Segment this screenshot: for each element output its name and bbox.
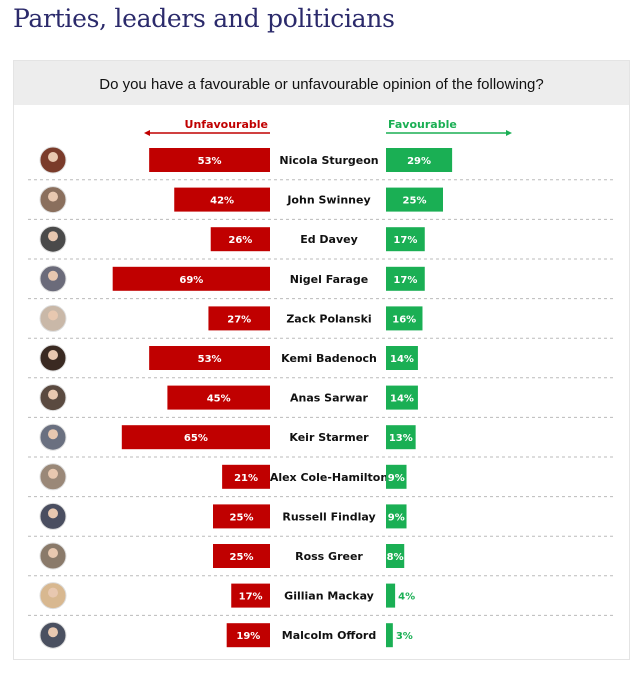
category-label: Zack Polanski [286, 312, 371, 325]
label-unfavourable: 27% [227, 314, 251, 325]
label-unfavourable: 25% [230, 552, 254, 563]
legend-unfavourable: Unfavourable [185, 118, 268, 131]
arrow-right-icon [506, 130, 512, 136]
bar-unfavourable [174, 187, 270, 212]
page-title: Parties, leaders and politicians [13, 4, 395, 33]
label-unfavourable: 21% [234, 473, 258, 484]
bar-unfavourable [208, 306, 270, 331]
category-label: John Swinney [286, 194, 370, 207]
avatar-face [48, 627, 58, 638]
label-favourable: 9% [388, 473, 405, 484]
category-label: Keir Starmer [289, 431, 369, 444]
bar-favourable [386, 583, 396, 608]
label-favourable: 14% [390, 394, 414, 405]
bar-unfavourable [231, 583, 270, 608]
bar-unfavourable [210, 227, 270, 252]
bar-unfavourable [226, 623, 270, 648]
avatar-face [48, 191, 58, 202]
bar-unfavourable [149, 148, 270, 172]
category-label: Anas Sarwar [290, 392, 368, 405]
label-favourable: 29% [407, 156, 431, 167]
chart-panel: Do you have a favourable or unfavourable… [13, 60, 630, 660]
bar-unfavourable [213, 544, 270, 568]
bar-favourable [386, 148, 453, 172]
label-unfavourable: 17% [239, 592, 263, 603]
label-favourable: 8% [387, 552, 404, 563]
arrow-left-icon [144, 130, 150, 136]
label-unfavourable: 69% [179, 275, 203, 286]
bar-favourable [386, 187, 443, 212]
category-label: Alex Cole-Hamilton [270, 471, 388, 484]
bar-favourable [386, 544, 405, 568]
avatar-face [48, 508, 58, 519]
bar-unfavourable [121, 425, 270, 450]
bar-favourable [386, 227, 425, 252]
label-favourable: 16% [392, 314, 416, 325]
bar-unfavourable [222, 464, 270, 489]
label-favourable: 9% [388, 512, 405, 523]
label-unfavourable: 53% [198, 156, 222, 167]
chart-title: Do you have a favourable or unfavourable… [14, 61, 629, 105]
label-favourable: 17% [393, 235, 417, 246]
label-favourable: 3% [396, 631, 413, 642]
bar-favourable [386, 385, 418, 410]
bar-unfavourable [167, 385, 270, 410]
avatar-face [48, 548, 58, 558]
label-unfavourable: 53% [198, 354, 222, 365]
avatar-face [48, 310, 58, 321]
label-unfavourable: 45% [207, 394, 231, 405]
bar-unfavourable [112, 266, 271, 291]
label-unfavourable: 19% [236, 631, 260, 642]
label-favourable: 13% [389, 433, 413, 444]
label-favourable: 4% [398, 592, 415, 603]
category-label: Kemi Badenoch [281, 352, 377, 365]
bar-favourable [386, 504, 407, 529]
label-unfavourable: 42% [210, 196, 234, 207]
avatar-face [48, 389, 58, 400]
bar-favourable [386, 306, 423, 331]
avatar-face [48, 468, 58, 479]
bar-favourable [386, 425, 416, 450]
bar-favourable [386, 623, 393, 648]
avatar-face [48, 270, 58, 281]
label-unfavourable: 25% [230, 512, 254, 523]
avatar-face [48, 231, 58, 242]
avatar-face [48, 152, 58, 162]
avatar-face [48, 429, 58, 440]
bar-unfavourable [213, 504, 270, 529]
avatar-face [48, 350, 58, 360]
bar-favourable [386, 464, 407, 489]
bar-favourable [386, 266, 425, 291]
category-label: Ed Davey [300, 233, 358, 246]
category-label: Nicola Sturgeon [279, 154, 378, 167]
label-favourable: 17% [393, 275, 417, 286]
bar-favourable [386, 346, 418, 370]
label-favourable: 25% [403, 196, 427, 207]
category-label: Russell Findlay [282, 510, 375, 523]
category-label: Nigel Farage [290, 273, 368, 286]
category-label: Malcolm Offord [282, 629, 376, 642]
bar-unfavourable [149, 346, 270, 370]
label-unfavourable: 26% [228, 235, 252, 246]
avatar-face [48, 587, 58, 598]
label-unfavourable: 65% [184, 433, 208, 444]
legend-favourable: Favourable [388, 118, 457, 131]
label-favourable: 14% [390, 354, 414, 365]
category-label: Ross Greer [295, 550, 363, 563]
category-label: Gillian Mackay [284, 590, 374, 603]
